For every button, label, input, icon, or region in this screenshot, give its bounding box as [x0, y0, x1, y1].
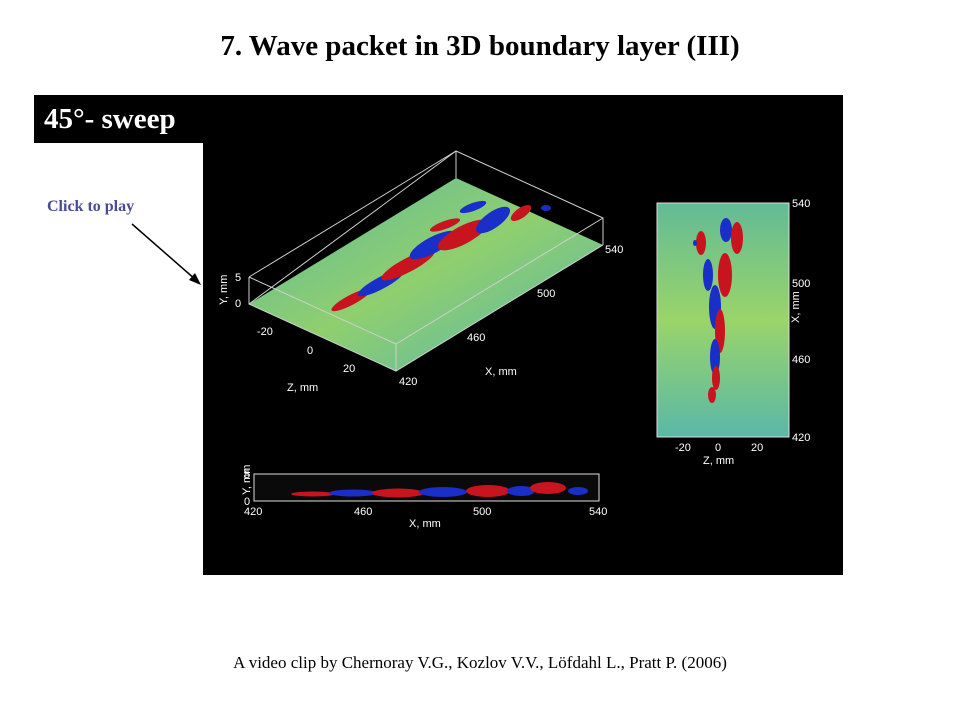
video-credit-caption: A video clip by Chernoray V.G., Kozlov V… [233, 653, 727, 672]
y-axis-label: Y, mm [218, 275, 230, 305]
x-axis-label: X, mm [485, 366, 517, 378]
x-tick: 460 [467, 332, 485, 344]
x-tick: 500 [537, 288, 555, 300]
z-axis-label: Z, mm [287, 382, 318, 394]
wave-packet-3d [331, 200, 551, 312]
video-player[interactable]: Y, mm 5 0 -20 0 20 Z, mm 420 460 500 540… [203, 95, 843, 575]
wave-packet-top [693, 218, 743, 403]
x-tick: 420 [792, 432, 810, 444]
x-tick: 540 [792, 198, 810, 210]
x-axis-label: X, mm [409, 518, 441, 530]
z-tick: 0 [307, 345, 313, 357]
x-tick: 420 [399, 376, 417, 388]
y-tick: 5 [244, 469, 250, 481]
x-tick: 460 [792, 354, 810, 366]
z-tick: 0 [715, 442, 721, 454]
y-axis-label: Y, mm [241, 465, 253, 495]
x-tick: 420 [244, 506, 262, 518]
wave-packet-side [291, 482, 588, 498]
plane-surface [249, 178, 603, 371]
view-top: 540 500 460 420 X, mm -20 0 20 Z, mm [656, 198, 810, 467]
click-to-play-link[interactable]: Click to play [47, 198, 135, 215]
video-frame-graphic: Y, mm 5 0 -20 0 20 Z, mm 420 460 500 540… [218, 150, 810, 530]
y-tick: 0 [244, 496, 250, 508]
z-tick: -20 [257, 326, 273, 338]
x-tick: 460 [354, 506, 372, 518]
sweep-badge: 45°- sweep [34, 95, 204, 143]
y-tick: 5 [235, 272, 241, 284]
z-tick: 20 [343, 363, 355, 375]
x-tick: 540 [605, 244, 623, 256]
bounding-box [248, 150, 604, 372]
x-tick: 540 [589, 506, 607, 518]
z-axis-label: Z, mm [703, 455, 734, 467]
x-axis-label: X, mm [790, 291, 802, 323]
x-tick: 500 [473, 506, 491, 518]
y-tick: 0 [235, 298, 241, 310]
view-3d: Y, mm 5 0 -20 0 20 Z, mm 420 460 500 540… [218, 150, 623, 394]
x-tick: 500 [792, 278, 810, 290]
view-side: Y, mm 5 0 420 460 500 540 X, mm [241, 465, 607, 530]
z-tick: 20 [751, 442, 763, 454]
z-tick: -20 [675, 442, 691, 454]
slide-title: 7. Wave packet in 3D boundary layer (III… [220, 30, 740, 62]
